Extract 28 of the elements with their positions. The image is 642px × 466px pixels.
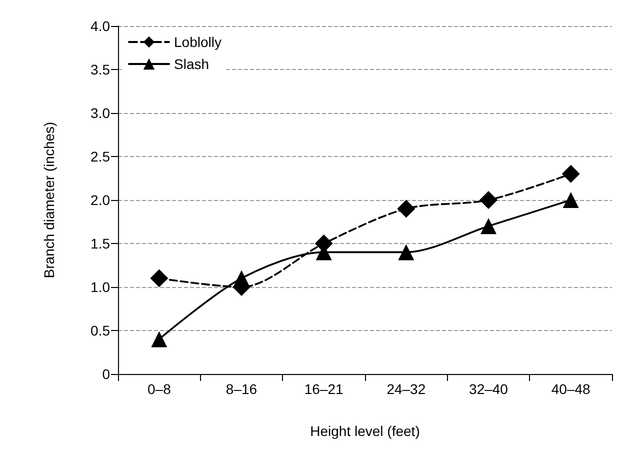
point (151, 331, 168, 348)
y-tick-label: 0 (102, 366, 110, 382)
x-tick-label: 24–32 (386, 381, 426, 397)
y-tick-label: 0.5 (90, 322, 110, 338)
point (234, 270, 250, 286)
point (150, 269, 168, 288)
x-tick-label: 0–8 (147, 381, 172, 397)
x-tick-label: 32–40 (469, 381, 508, 397)
y-tick-label: 4.0 (90, 18, 110, 34)
y-tick-label: 3.5 (90, 62, 110, 78)
legend-label: Loblolly (174, 34, 222, 50)
point (480, 191, 498, 209)
point (398, 244, 414, 260)
y-axis-title: Branch diameter (inches) (41, 122, 57, 278)
x-tick-label: 16–21 (304, 381, 344, 397)
y-tick-label: 1.0 (90, 279, 110, 295)
y-tick-label: 2.5 (90, 148, 110, 164)
point (480, 218, 496, 234)
point (562, 192, 579, 208)
legend-label: Slash (174, 56, 210, 72)
point (397, 200, 416, 218)
y-tick-label: 2.0 (90, 192, 110, 208)
y-tick-label: 3.0 (90, 105, 110, 121)
point (562, 164, 580, 183)
y-tick-label: 1.5 (90, 236, 110, 252)
x-axis-title: Height level (feet) (310, 423, 420, 439)
x-tick-label: 8–16 (226, 381, 258, 397)
x-tick-label: 40–48 (551, 381, 591, 397)
